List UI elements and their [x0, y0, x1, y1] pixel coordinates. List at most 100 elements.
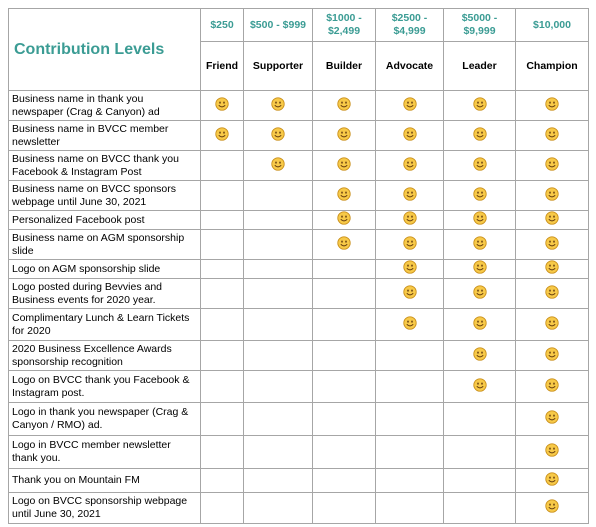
benefit-cell: [443, 340, 516, 371]
benefit-cell: [243, 259, 313, 279]
benefit-cell: [515, 180, 589, 211]
benefit-cell: [375, 308, 444, 341]
smiley-icon: [472, 377, 487, 392]
benefit-cell: [243, 120, 313, 151]
benefit-cell: [200, 435, 244, 469]
benefit-cell: [243, 180, 313, 211]
benefit-label: Thank you on Mountain FM: [8, 468, 201, 493]
benefit-cell: [443, 308, 516, 341]
smiley-icon: [337, 156, 351, 171]
benefit-cell: [243, 370, 313, 403]
level-price: $1000 - $2,499: [312, 8, 376, 42]
benefit-cell: [200, 308, 244, 341]
level-name: Champion: [515, 41, 589, 91]
benefit-cell: [312, 435, 376, 469]
benefit-cell: [312, 229, 376, 260]
benefit-cell: [243, 402, 313, 436]
benefit-cell: [375, 468, 444, 493]
benefit-cell: [243, 435, 313, 469]
benefit-cell: [443, 468, 516, 493]
smiley-icon: [402, 96, 417, 111]
benefit-label: Business name on AGM sponsorship slide: [8, 229, 201, 260]
benefit-row: 2020 Business Excellence Awards sponsors…: [8, 340, 589, 371]
benefit-row: Business name on AGM sponsorship slide: [8, 229, 589, 260]
benefit-cell: [312, 150, 376, 181]
level-price: $10,000: [515, 8, 589, 42]
benefit-cell: [243, 340, 313, 371]
smiley-icon: [545, 346, 559, 361]
benefit-cell: [515, 278, 589, 309]
smiley-icon: [545, 499, 559, 513]
benefit-cell: [515, 402, 589, 436]
smiley-icon: [472, 260, 487, 274]
benefit-cell: [375, 435, 444, 469]
benefit-label: Logo on BVCC thank you Facebook & Instag…: [8, 370, 201, 403]
contribution-table: Contribution Levels $250 $500 - $999 $1000 …: [8, 8, 589, 524]
benefit-cell: [312, 492, 376, 524]
smiley-icon: [545, 126, 559, 141]
benefit-cell: [243, 278, 313, 309]
smiley-icon: [337, 211, 351, 225]
smiley-icon: [402, 315, 417, 330]
table-body: Business name in thank you newspaper (Cr…: [8, 90, 589, 524]
benefit-cell: [312, 120, 376, 151]
smiley-icon: [402, 211, 417, 225]
benefit-row: Personalized Facebook post: [8, 210, 589, 230]
smiley-icon: [402, 186, 417, 201]
benefit-cell: [200, 492, 244, 524]
level-name: Friend: [200, 41, 244, 91]
level-price: $2500 - $4,999: [375, 8, 444, 42]
benefit-cell: [443, 120, 516, 151]
smiley-icon: [472, 126, 487, 141]
benefit-cell: [243, 150, 313, 181]
smiley-icon: [545, 186, 559, 201]
smiley-icon: [472, 156, 487, 171]
benefit-cell: [515, 308, 589, 341]
benefit-cell: [312, 259, 376, 279]
benefit-row: Logo on AGM sponsorship slide: [8, 259, 589, 279]
benefit-cell: [312, 90, 376, 121]
benefit-cell: [515, 259, 589, 279]
benefit-cell: [443, 229, 516, 260]
benefit-row: Logo in thank you newspaper (Crag & Cany…: [8, 402, 589, 436]
smiley-icon: [472, 96, 487, 111]
smiley-icon: [402, 284, 417, 299]
benefit-cell: [243, 210, 313, 230]
benefit-label: Personalized Facebook post: [8, 210, 201, 230]
benefit-cell: [200, 402, 244, 436]
benefit-cell: [443, 210, 516, 230]
benefit-cell: [443, 259, 516, 279]
benefit-cell: [443, 492, 516, 524]
smiley-icon: [545, 443, 559, 457]
benefit-cell: [375, 492, 444, 524]
level-price: $5000 - $9,999: [443, 8, 516, 42]
smiley-icon: [271, 126, 285, 141]
smiley-icon: [337, 126, 351, 141]
benefit-label: Business name in BVCC member newsletter: [8, 120, 201, 151]
benefit-row: Business name on BVCC sponsors webpage u…: [8, 180, 589, 211]
smiley-icon: [545, 96, 559, 111]
benefit-cell: [312, 210, 376, 230]
benefit-row: Business name in thank you newspaper (Cr…: [8, 90, 589, 121]
table-title: Contribution Levels: [8, 8, 201, 91]
benefit-row: Logo on BVCC sponsorship webpage until J…: [8, 492, 589, 524]
benefit-cell: [312, 180, 376, 211]
benefit-row: Logo posted during Bevvies and Business …: [8, 278, 589, 309]
smiley-icon: [271, 96, 285, 111]
benefit-cell: [443, 435, 516, 469]
level-price: $500 - $999: [243, 8, 313, 42]
benefit-cell: [515, 120, 589, 151]
benefit-cell: [515, 229, 589, 260]
benefit-cell: [443, 90, 516, 121]
benefit-cell: [200, 370, 244, 403]
benefit-cell: [200, 150, 244, 181]
benefit-cell: [312, 468, 376, 493]
benefit-cell: [200, 90, 244, 121]
benefit-cell: [375, 370, 444, 403]
benefit-label: Business name on BVCC sponsors webpage u…: [8, 180, 201, 211]
smiley-icon: [337, 96, 351, 111]
benefit-row: Logo in BVCC member newsletter thank you…: [8, 435, 589, 469]
benefit-row: Business name in BVCC member newsletter: [8, 120, 589, 151]
benefit-cell: [312, 308, 376, 341]
benefit-cell: [375, 259, 444, 279]
